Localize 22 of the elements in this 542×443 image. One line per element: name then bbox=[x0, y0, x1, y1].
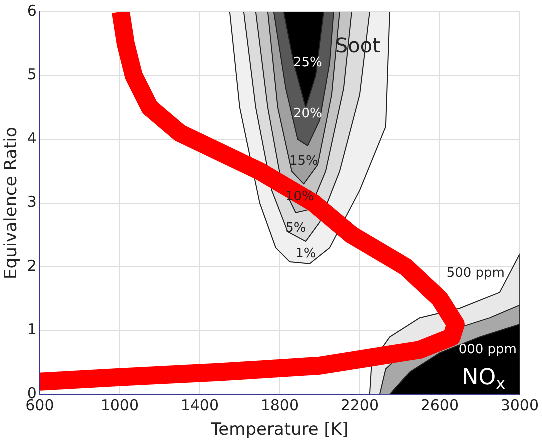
x-tick-label: 1400 bbox=[180, 396, 220, 414]
y-tick-label: 5 bbox=[27, 66, 37, 84]
x-tick-label: 1000 bbox=[100, 396, 140, 414]
x-tick-label: 2600 bbox=[420, 396, 460, 414]
y-axis-title: Equivalence Ratio bbox=[2, 127, 22, 280]
annotation: 25% bbox=[293, 55, 322, 70]
y-tick-label: 3 bbox=[27, 193, 37, 212]
annotation: 20% bbox=[293, 106, 322, 122]
annotation: 5% bbox=[286, 221, 306, 236]
annotation: 500 ppm bbox=[446, 266, 505, 281]
x-tick-label: 2200 bbox=[340, 396, 380, 414]
x-tick-label: 1800 bbox=[260, 396, 300, 414]
annotation: 000 ppm bbox=[458, 342, 517, 358]
annotation: 1% bbox=[296, 246, 316, 262]
y-tick-label: 1 bbox=[27, 320, 37, 339]
x-tick-label: 3000 bbox=[500, 396, 540, 414]
y-tick-label: 2 bbox=[27, 256, 37, 275]
annotation: 10% bbox=[285, 189, 314, 204]
y-tick-label: 6 bbox=[27, 2, 37, 20]
annotation: 15% bbox=[289, 154, 318, 170]
x-axis-title: Temperature [K] bbox=[210, 420, 349, 440]
y-tick-label: 4 bbox=[27, 129, 37, 148]
